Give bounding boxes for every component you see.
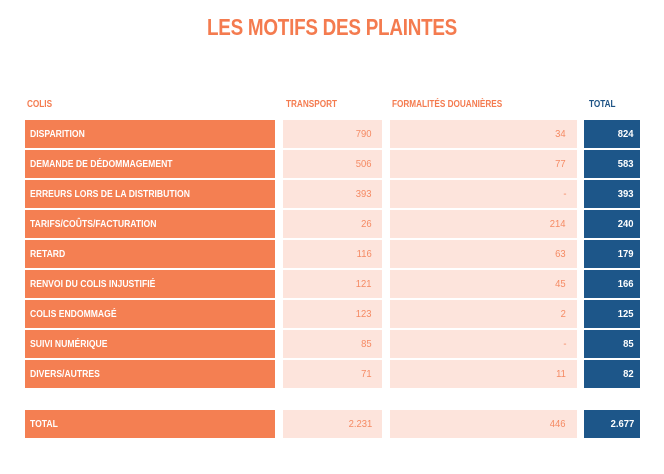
row-total-cell: 166 — [584, 270, 640, 298]
column-header-formalites: FORMALITÉS DOUANIÈRES — [392, 99, 503, 110]
row-transport-cell: 71 — [283, 360, 382, 388]
table-row: RENVOI DU COLIS INJUSTIFIÉ 121 45 166 — [0, 270, 664, 298]
row-label-cell: DIVERS/AUTRES — [25, 360, 275, 388]
row-formalites-cell: 45 — [390, 270, 577, 298]
totals-label-cell: TOTAL — [25, 410, 275, 438]
row-total-cell: 240 — [584, 210, 640, 238]
row-transport-cell: 26 — [283, 210, 382, 238]
column-header-total: TOTAL — [589, 99, 616, 110]
table-row: TARIFS/COÛTS/FACTURATION 26 214 240 — [0, 210, 664, 238]
row-label-cell: RENVOI DU COLIS INJUSTIFIÉ — [25, 270, 275, 298]
row-formalites-cell: 11 — [390, 360, 577, 388]
totals-transport-cell: 2.231 — [283, 410, 382, 438]
row-formalites-cell: 63 — [390, 240, 577, 268]
totals-formalites-cell: 446 — [390, 410, 577, 438]
row-transport-cell: 116 — [283, 240, 382, 268]
totals-total-cell: 2.677 — [584, 410, 640, 438]
table-row: RETARD 116 63 179 — [0, 240, 664, 268]
column-header-transport: TRANSPORT — [286, 99, 338, 110]
row-label-cell: DISPARITION — [25, 120, 275, 148]
row-total-cell: 824 — [584, 120, 640, 148]
row-total-cell: 125 — [584, 300, 640, 328]
row-formalites-cell: 77 — [390, 150, 577, 178]
row-transport-cell: 506 — [283, 150, 382, 178]
row-transport-cell: 790 — [283, 120, 382, 148]
table-row: DISPARITION 790 34 824 — [0, 120, 664, 148]
row-label-cell: DEMANDE DE DÉDOMMAGEMENT — [25, 150, 275, 178]
row-formalites-cell: 34 — [390, 120, 577, 148]
row-transport-cell: 85 — [283, 330, 382, 358]
row-formalites-cell: - — [390, 330, 577, 358]
row-formalites-cell: 2 — [390, 300, 577, 328]
row-total-cell: 179 — [584, 240, 640, 268]
row-transport-cell: 121 — [283, 270, 382, 298]
row-label-cell: TARIFS/COÛTS/FACTURATION — [25, 210, 275, 238]
row-transport-cell: 393 — [283, 180, 382, 208]
column-header-colis: COLIS — [27, 99, 53, 110]
row-total-cell: 85 — [584, 330, 640, 358]
row-total-cell: 393 — [584, 180, 640, 208]
table-row: COLIS ENDOMMAGÉ 123 2 125 — [0, 300, 664, 328]
totals-row: TOTAL 2.231 446 2.677 — [0, 410, 664, 438]
row-transport-cell: 123 — [283, 300, 382, 328]
table-row: ERREURS LORS DE LA DISTRIBUTION 393-393 — [0, 180, 664, 208]
row-label-cell: ERREURS LORS DE LA DISTRIBUTION — [25, 180, 275, 208]
row-formalites-cell: - — [390, 180, 577, 208]
page-title: LES MOTIFS DES PLAINTES — [206, 14, 458, 40]
table-row: SUIVI NUMÉRIQUE 85-85 — [0, 330, 664, 358]
table-row: DEMANDE DE DÉDOMMAGEMENT 506 77 583 — [0, 150, 664, 178]
row-total-cell: 583 — [584, 150, 640, 178]
row-label-cell: SUIVI NUMÉRIQUE — [25, 330, 275, 358]
row-formalites-cell: 214 — [390, 210, 577, 238]
row-label-cell: RETARD — [25, 240, 275, 268]
table-row: DIVERS/AUTRES 71 11 82 — [0, 360, 664, 388]
row-label-cell: COLIS ENDOMMAGÉ — [25, 300, 275, 328]
row-total-cell: 82 — [584, 360, 640, 388]
